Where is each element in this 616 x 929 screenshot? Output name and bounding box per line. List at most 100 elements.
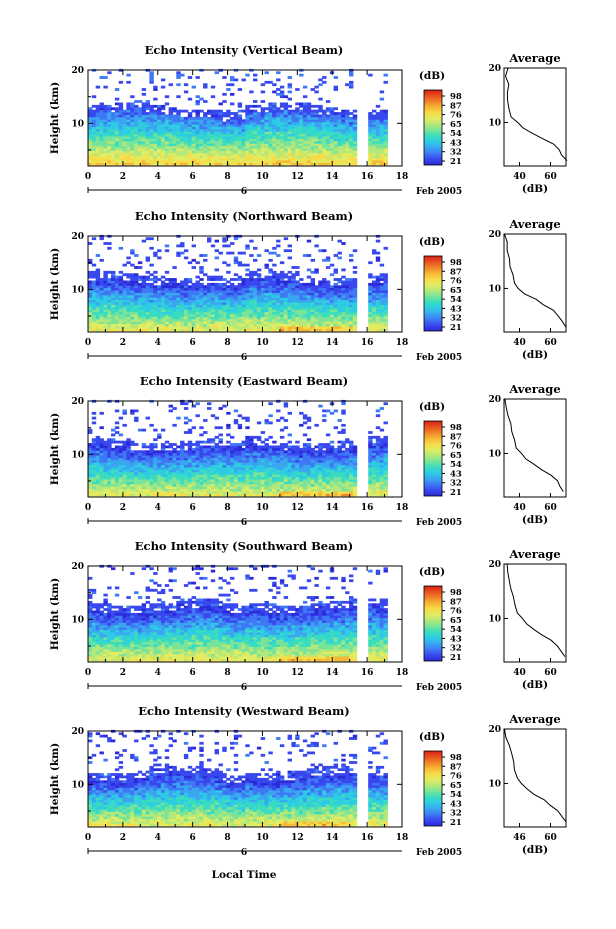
heatmap-cell [141, 467, 147, 470]
heatmap-cell [122, 263, 127, 267]
heatmap-cell [245, 445, 250, 449]
heatmap-cell [180, 323, 185, 327]
heatmap-cell [164, 440, 170, 444]
heatmap-cell [88, 157, 93, 161]
heatmap-cell [99, 278, 104, 281]
y-tick-label: 10 [71, 119, 84, 129]
heatmap-cell [126, 148, 131, 151]
heatmap-cell [199, 278, 204, 281]
heatmap-cell [345, 112, 350, 115]
heatmap-cell [99, 476, 104, 480]
heatmap-cell [195, 275, 200, 279]
heatmap-cell [372, 114, 377, 118]
heatmap-cell [241, 316, 246, 320]
heatmap-cell [325, 258, 331, 262]
heatmap-cell [241, 464, 246, 468]
heatmap-cell [337, 302, 342, 305]
heatmap-cell [264, 306, 269, 310]
heatmap-cell [372, 311, 377, 315]
heatmap-cell [168, 467, 173, 470]
heatmap-cell [203, 128, 208, 132]
heatmap-cell [157, 107, 162, 111]
heatmap-cell [122, 162, 127, 166]
heatmap-cell [333, 140, 338, 144]
heatmap-cell [122, 321, 127, 325]
heatmap-cell [233, 292, 239, 296]
heatmap-cell [375, 278, 381, 281]
heatmap-cell [203, 131, 208, 135]
heatmap-cell [241, 287, 246, 291]
heatmap-cell [214, 116, 219, 120]
heatmap-cell [318, 133, 323, 137]
heatmap-cell [379, 326, 385, 329]
heatmap-cell [99, 474, 104, 478]
heatmap-cell [203, 311, 208, 315]
heatmap-cell [207, 459, 212, 463]
heatmap-cell [314, 292, 319, 296]
heatmap-cell [318, 143, 323, 147]
heatmap-cell [379, 112, 385, 115]
heatmap-cell [187, 162, 193, 166]
heatmap-cell [95, 469, 101, 473]
heatmap-cell [383, 323, 388, 327]
heatmap-cell [249, 435, 254, 439]
heatmap-cell [368, 326, 373, 329]
heatmap-cell [107, 145, 112, 149]
heatmap-cell [153, 152, 158, 156]
heatmap-cell [195, 491, 200, 494]
heatmap-cell [256, 268, 262, 272]
heatmap-cell [368, 114, 373, 118]
heatmap-cell [122, 443, 127, 446]
heatmap-cell [260, 299, 266, 303]
heatmap-cell [291, 112, 296, 115]
heatmap-cell [222, 124, 227, 127]
heatmap-cell [191, 136, 196, 139]
heatmap-cell [168, 443, 173, 446]
heatmap-cell [203, 462, 208, 466]
heatmap-cell [122, 323, 127, 327]
heatmap-cell [352, 270, 358, 274]
heatmap-cell [302, 297, 308, 301]
heatmap-cell [264, 328, 269, 332]
average-y-tick-label: 10 [488, 284, 501, 294]
heatmap-cell [264, 321, 269, 325]
heatmap-cell [291, 273, 296, 277]
heatmap-cell [183, 124, 189, 127]
heatmap-cell [306, 311, 312, 315]
heatmap-cell [207, 143, 212, 147]
heatmap-cell [122, 467, 127, 470]
heatmap-cell [299, 104, 304, 108]
heatmap-cell [203, 285, 208, 289]
heatmap-cell [299, 119, 304, 123]
heatmap-cell [279, 152, 285, 156]
heatmap-cell [168, 404, 173, 408]
heatmap-cell [214, 71, 219, 75]
heatmap-cell [276, 160, 281, 163]
heatmap-cell [137, 311, 143, 315]
heatmap-cell [318, 104, 323, 108]
heatmap-cell [264, 136, 269, 139]
heatmap-cell [318, 294, 323, 298]
heatmap-cell [157, 278, 162, 281]
heatmap-cell [291, 287, 296, 291]
heatmap-cell [210, 481, 216, 485]
heatmap-cell [103, 150, 108, 154]
heatmap-cell [333, 128, 338, 132]
heatmap-cell [122, 302, 127, 305]
heatmap-cell [187, 452, 193, 456]
heatmap-cell [168, 112, 173, 115]
heatmap-cell [145, 121, 150, 125]
heatmap-cell [114, 457, 120, 461]
heatmap-cell [118, 297, 124, 301]
heatmap-cell [310, 88, 315, 91]
heatmap-cell [126, 294, 131, 298]
heatmap-cell [310, 150, 315, 154]
heatmap-cell [226, 323, 231, 327]
heatmap-cell [341, 287, 346, 291]
heatmap-cell [302, 152, 308, 156]
heatmap-cell [191, 469, 196, 473]
heatmap-cell [333, 138, 338, 142]
heatmap-cell [383, 155, 388, 159]
heatmap-cell [233, 126, 239, 130]
heatmap-cell [141, 304, 147, 308]
